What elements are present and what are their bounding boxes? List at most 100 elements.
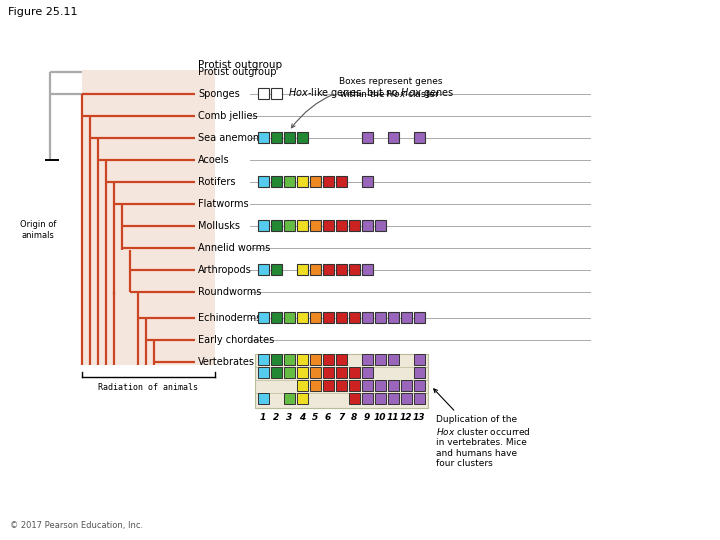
Bar (310, 220, 321, 231)
Bar (271, 367, 282, 378)
Bar (414, 393, 425, 404)
Bar (349, 380, 360, 391)
Text: Vertebrates: Vertebrates (198, 357, 255, 367)
Bar (297, 264, 308, 275)
Text: 12: 12 (400, 413, 413, 422)
Text: Acoels: Acoels (198, 155, 230, 165)
Bar (297, 393, 308, 404)
Text: Rotifers: Rotifers (198, 177, 235, 187)
Text: Protist outgroup: Protist outgroup (198, 67, 276, 77)
Bar (310, 367, 321, 378)
Bar (375, 393, 386, 404)
Text: 10: 10 (374, 413, 386, 422)
Bar (310, 176, 321, 187)
Bar (362, 220, 373, 231)
Text: 5: 5 (312, 413, 318, 422)
Bar (362, 367, 373, 378)
Bar (349, 264, 360, 275)
Text: Roundworms: Roundworms (198, 287, 261, 297)
Bar (255, 354, 428, 408)
Bar (336, 380, 347, 391)
Bar (414, 380, 425, 391)
Bar (310, 264, 321, 275)
Bar (323, 264, 334, 275)
Bar (414, 367, 425, 378)
Bar (375, 220, 386, 231)
Text: Comb jellies: Comb jellies (198, 111, 258, 121)
Bar (336, 367, 347, 378)
Bar (310, 312, 321, 323)
Bar (362, 393, 373, 404)
Bar (310, 354, 321, 365)
Bar (336, 220, 347, 231)
Bar (414, 354, 425, 365)
Text: Protist outgroup: Protist outgroup (198, 60, 282, 70)
Bar (388, 380, 399, 391)
Bar (258, 88, 269, 99)
Bar (349, 393, 360, 404)
Text: 8: 8 (351, 413, 357, 422)
Bar (349, 312, 360, 323)
Text: Sea anemones: Sea anemones (198, 133, 270, 143)
Bar (336, 312, 347, 323)
Text: Flatworms: Flatworms (198, 199, 248, 209)
Bar (323, 380, 334, 391)
Bar (336, 354, 347, 365)
Bar (362, 354, 373, 365)
Text: 3: 3 (286, 413, 292, 422)
Bar (284, 312, 295, 323)
Bar (323, 367, 334, 378)
Text: 9: 9 (364, 413, 370, 422)
Text: Mollusks: Mollusks (198, 221, 240, 231)
Bar (414, 132, 425, 143)
Bar (310, 380, 321, 391)
Bar (297, 312, 308, 323)
Bar (375, 354, 386, 365)
Bar (362, 132, 373, 143)
Bar (258, 220, 269, 231)
Bar (414, 312, 425, 323)
Text: © 2017 Pearson Education, Inc.: © 2017 Pearson Education, Inc. (10, 521, 143, 530)
Bar (271, 264, 282, 275)
Bar (258, 367, 269, 378)
Bar (297, 354, 308, 365)
Text: Sponges: Sponges (198, 89, 240, 99)
Bar (401, 312, 412, 323)
Bar (362, 312, 373, 323)
Text: 7: 7 (338, 413, 344, 422)
Bar (271, 176, 282, 187)
Bar (362, 380, 373, 391)
Text: Boxes represent genes
within the $\it{Hox}$ cluster: Boxes represent genes within the $\it{Ho… (292, 77, 443, 128)
Text: 11: 11 (387, 413, 400, 422)
Bar (271, 354, 282, 365)
Bar (284, 393, 295, 404)
Text: Arthropods: Arthropods (198, 265, 252, 275)
Text: 6: 6 (325, 413, 331, 422)
Bar (336, 176, 347, 187)
Bar (401, 393, 412, 404)
Bar (297, 176, 308, 187)
Text: 13: 13 (413, 413, 426, 422)
Bar (401, 380, 412, 391)
Text: Duplication of the
$\it{Hox}$ cluster occurred
in vertebrates. Mice
and humans h: Duplication of the $\it{Hox}$ cluster oc… (433, 389, 531, 468)
Bar (388, 312, 399, 323)
Text: 2: 2 (273, 413, 279, 422)
Bar (258, 264, 269, 275)
Bar (323, 312, 334, 323)
Bar (297, 220, 308, 231)
Bar (336, 264, 347, 275)
Text: Radiation of animals: Radiation of animals (99, 383, 199, 392)
Bar (258, 393, 269, 404)
Bar (284, 220, 295, 231)
Bar (258, 312, 269, 323)
Text: 4: 4 (299, 413, 305, 422)
Text: $\it{Hox}$-like genes, but no $\it{Hox}$ genes: $\it{Hox}$-like genes, but no $\it{Hox}$… (288, 86, 454, 100)
Bar (297, 367, 308, 378)
Bar (297, 132, 308, 143)
Text: Figure 25.11: Figure 25.11 (8, 7, 78, 17)
Bar (271, 88, 282, 99)
Bar (297, 380, 308, 391)
Bar (271, 220, 282, 231)
Bar (284, 176, 295, 187)
Bar (388, 393, 399, 404)
